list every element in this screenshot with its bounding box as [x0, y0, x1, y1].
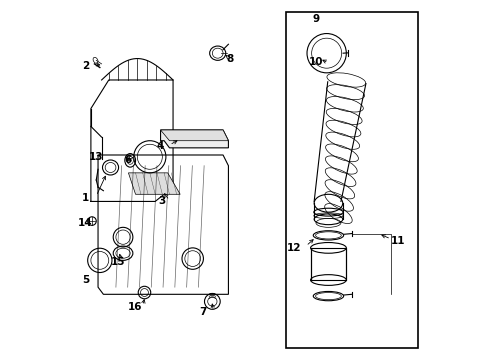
Text: 10: 10: [308, 57, 323, 67]
Text: 5: 5: [82, 275, 89, 285]
Text: 8: 8: [226, 54, 233, 64]
Bar: [285, 12, 417, 348]
Text: 11: 11: [390, 236, 405, 246]
Text: 14: 14: [78, 218, 93, 228]
Text: 13: 13: [89, 152, 103, 162]
Text: 12: 12: [286, 243, 301, 253]
Text: 16: 16: [128, 302, 142, 312]
Text: 1: 1: [82, 193, 89, 203]
Text: 9: 9: [312, 14, 319, 24]
Text: 6: 6: [124, 156, 132, 165]
Polygon shape: [160, 130, 228, 141]
Polygon shape: [160, 130, 228, 148]
Text: 3: 3: [159, 197, 165, 206]
Text: 4: 4: [157, 141, 164, 151]
Text: 7: 7: [199, 307, 207, 317]
Polygon shape: [128, 173, 180, 194]
Text: 15: 15: [110, 257, 124, 267]
Text: 2: 2: [82, 61, 89, 71]
Bar: [310, 248, 346, 280]
